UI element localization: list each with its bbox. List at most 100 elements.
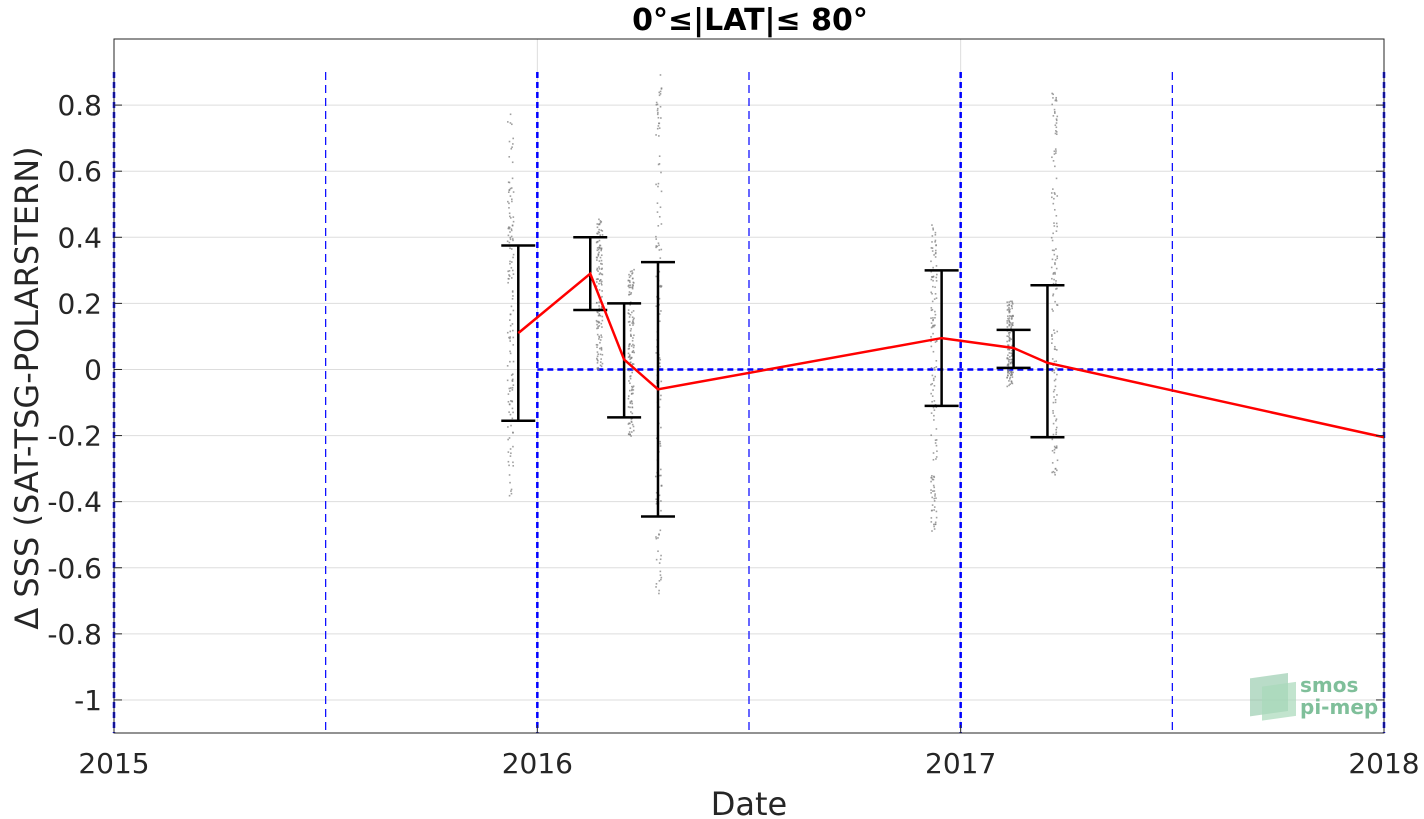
y-tick-label: 0.4 [57, 221, 102, 254]
scatter-point [598, 268, 601, 270]
scatter-point [1054, 124, 1057, 127]
scatter-point [628, 380, 630, 382]
scatter-point [1009, 356, 1011, 358]
scatter-point [1052, 470, 1055, 473]
scatter-point [507, 438, 509, 441]
scatter-point [1007, 344, 1009, 346]
scatter-point [631, 339, 634, 342]
scatter-point [1051, 358, 1054, 360]
scatter-point [655, 352, 658, 354]
scatter-point [659, 440, 661, 443]
scatter-point [932, 324, 934, 327]
scatter-point [597, 314, 600, 317]
scatter-point [660, 500, 662, 502]
scatter-point [507, 451, 510, 453]
scatter-point [598, 247, 601, 249]
scatter-point [509, 262, 511, 265]
scatter-point [511, 378, 514, 381]
scatter-point [507, 277, 510, 280]
scatter-point [598, 251, 600, 254]
scatter-point [507, 270, 509, 273]
scatter-point [1052, 433, 1055, 436]
plot-frame [113, 38, 1385, 734]
y-tick-label: -0.4 [47, 486, 102, 519]
scatter-point [930, 278, 933, 281]
scatter-point [1008, 301, 1010, 303]
scatter-point [1007, 368, 1010, 371]
scatter-point [933, 385, 936, 387]
scatter-point [509, 340, 511, 342]
scatter-point [658, 313, 661, 315]
scatter-point [599, 256, 602, 259]
scatter-point [1009, 358, 1011, 361]
scatter-point [597, 270, 599, 273]
scatter-layer [506, 74, 1059, 595]
scatter-point [507, 227, 510, 230]
scatter-point [511, 177, 514, 180]
scatter-point [630, 411, 632, 413]
scatter-point [628, 369, 631, 372]
scatter-point [660, 578, 662, 581]
scatter-point [1052, 115, 1055, 117]
scatter-point [511, 323, 514, 325]
y-tick-label: 0 [84, 353, 102, 386]
scatter-point [596, 344, 599, 346]
scatter-point [1009, 376, 1012, 379]
scatter-point [600, 283, 603, 286]
scatter-point [1051, 92, 1053, 95]
scatter-point [1052, 232, 1054, 235]
scatter-point [930, 317, 932, 319]
scatter-point [596, 223, 599, 225]
scatter-point [600, 262, 602, 265]
scatter-point [1054, 165, 1056, 168]
scatter-point [597, 359, 599, 362]
scatter-point [599, 353, 602, 356]
scatter-point [509, 337, 511, 340]
scatter-point [510, 452, 512, 455]
scatter-point [932, 478, 935, 481]
scatter-point [600, 322, 603, 325]
scatter-point [934, 521, 937, 524]
scatter-point [1009, 331, 1011, 334]
scatter-point [600, 220, 603, 223]
scatter-point [1010, 358, 1013, 361]
scatter-point [1053, 396, 1055, 398]
scatter-point [931, 241, 933, 243]
scatter-point [932, 379, 935, 382]
scatter-point [599, 364, 602, 367]
scatter-point [629, 361, 632, 364]
scatter-point [657, 163, 660, 166]
scatter-point [932, 317, 934, 319]
scatter-point [1052, 273, 1055, 275]
scatter-point [630, 393, 633, 395]
scatter-point [931, 276, 934, 279]
scatter-point [934, 341, 937, 343]
scatter-point [631, 356, 633, 359]
scatter-point [511, 224, 514, 227]
y-tick-label: -0.8 [47, 618, 102, 651]
scatter-point [1051, 449, 1054, 452]
scatter-point [510, 374, 513, 376]
scatter-point [596, 269, 598, 271]
scatter-point [935, 444, 938, 447]
scatter-point [1050, 192, 1053, 194]
scatter-point [655, 498, 658, 501]
scatter-point [1007, 365, 1010, 367]
scatter-point [1012, 314, 1014, 317]
scatter-point [1053, 332, 1056, 334]
scatter-point [1010, 374, 1012, 377]
scatter-point [599, 279, 601, 282]
scatter-point [935, 458, 937, 460]
scatter-point [598, 314, 601, 316]
scatter-point [509, 231, 511, 233]
scatter-point [1011, 324, 1013, 326]
scatter-point [933, 523, 935, 526]
scatter-point [508, 181, 511, 184]
scatter-point [628, 284, 630, 287]
scatter-point [507, 400, 510, 403]
scatter-point [507, 281, 509, 284]
scatter-point [512, 239, 514, 242]
scatter-point [599, 272, 602, 274]
scatter-point [630, 431, 633, 433]
scatter-point [628, 293, 631, 296]
